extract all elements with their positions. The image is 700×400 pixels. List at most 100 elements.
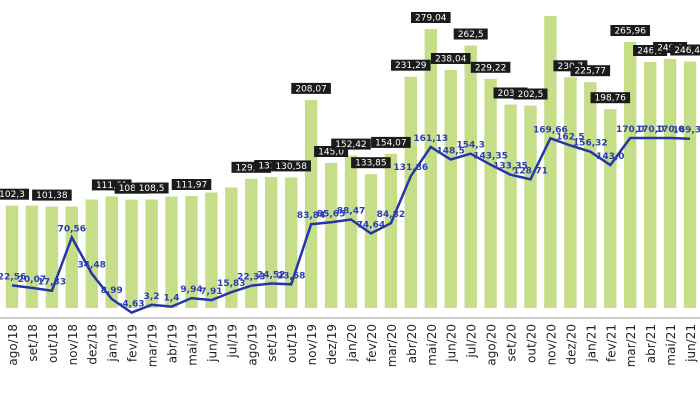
bar-dez/19 (324, 163, 338, 308)
x-tick-ago/18: ago/18 (6, 324, 20, 366)
bar-label-box (610, 25, 650, 36)
line-label-nov/20: 169,66 (533, 125, 568, 135)
line-label-abr/21: 170,0 (636, 125, 664, 135)
x-tick-jul/19: jul/19 (225, 324, 239, 359)
bar-label-jun/20: 238,04 (430, 53, 471, 65)
bar-mar/20 (384, 153, 398, 308)
bar-jan/21 (584, 82, 597, 308)
bar-label-text: 133,85 (355, 159, 387, 169)
bar-label-box (670, 44, 700, 56)
bar-label-box (633, 45, 668, 56)
bar-mai/19 (185, 196, 198, 308)
x-tick-jan/21: jan/21 (584, 324, 598, 363)
bar-mai/20 (424, 29, 437, 308)
bar-label-dez/19: 145,0 (314, 146, 349, 158)
bar-label-text: 202,5 (518, 90, 544, 100)
bar-ago/18 (5, 205, 19, 308)
bar-label-ago/18: 102,3 (0, 188, 29, 200)
bar-label-text: 198,76 (595, 94, 627, 104)
line-label-jun/20: 148,5 (436, 147, 464, 157)
bar-label-text: 246,47 (674, 46, 700, 56)
bar-label-out/20: 202,5 (513, 88, 548, 100)
bar-ago/19 (245, 178, 258, 308)
bar-out/19 (285, 177, 298, 308)
x-tick-dez/19: dez/19 (325, 324, 339, 365)
bar-label-box (314, 146, 349, 157)
line-label-jun/21: 169,31 (673, 126, 700, 136)
line-layer (11, 136, 691, 315)
line-label-mar/19: 3,2 (144, 292, 160, 302)
bar-label-box (271, 160, 311, 172)
line-label-dez/19: 85,65 (317, 209, 345, 219)
x-tick-mai/21: mai/21 (664, 324, 678, 366)
bar-label-box (570, 65, 611, 77)
line-label-mar/21: 170,0 (616, 125, 644, 135)
x-tick-set/19: set/19 (265, 324, 279, 362)
bar-label-text: 152,42 (335, 140, 367, 150)
x-tick-mar/21: mar/21 (624, 324, 638, 367)
line-label-jul/20: 154,3 (456, 141, 484, 151)
bar-label-box (411, 12, 451, 23)
x-tick-abr/19: abr/19 (166, 324, 180, 363)
line-label-out/20: 128,71 (513, 166, 548, 176)
bar-mar/19 (145, 199, 158, 308)
bar-label-text: 231,29 (395, 61, 427, 71)
bar-ago/20 (484, 78, 497, 308)
bar-jul/20 (464, 45, 477, 308)
bar-label-text: 145,0 (318, 148, 344, 158)
x-tick-abr/20: abr/20 (405, 324, 419, 363)
bar-label-set/19: 131,0 (254, 160, 289, 172)
line-label-ago/19: 22,33 (237, 273, 265, 283)
line-label-jan/20: 88,47 (337, 207, 365, 217)
x-tick-jun/21: jun/21 (684, 324, 698, 363)
bar-label-text: 208,07 (295, 84, 327, 94)
bar-label-jan/20: 152,42 (331, 138, 371, 150)
bar-label-text: 108,5 (139, 184, 165, 194)
x-tick-mai/20: mai/20 (425, 324, 439, 366)
line-label-mar/20: 84,82 (377, 210, 405, 220)
bar-jan/20 (344, 155, 358, 308)
bar-jun/19 (205, 192, 218, 308)
bar-label-text: 111,97 (176, 181, 208, 191)
bar-label-dez/20: 230,7 (553, 60, 588, 72)
line-label-out/18: 17,33 (38, 278, 66, 288)
bar-mai/21 (663, 59, 677, 308)
bar-out/18 (45, 206, 59, 308)
x-tick-abr/21: abr/21 (644, 324, 658, 363)
x-tick-jun/20: jun/20 (445, 324, 459, 363)
bar-label-box (430, 53, 471, 64)
x-tick-ago/20: ago/20 (485, 324, 499, 366)
bar-label-ago/20: 229,22 (470, 61, 511, 73)
line-label-mai/20: 161,13 (413, 134, 448, 144)
x-tick-jan/20: jan/20 (345, 324, 359, 363)
line-label-ago/18: 22,56 (0, 272, 26, 282)
bar-label-fev/19: 108,3 (114, 182, 149, 194)
bar-label-text: 238,04 (435, 55, 467, 65)
x-tick-out/18: out/18 (46, 324, 60, 363)
x-tick-set/18: set/18 (26, 324, 40, 362)
bar-label-text: 129,15 (236, 163, 268, 173)
bar-label-box (470, 61, 511, 73)
bar-set/19 (265, 177, 278, 308)
x-tick-dez/20: dez/20 (564, 324, 578, 365)
bar-label-text: 203,5 (498, 89, 524, 99)
bar-nov/19 (304, 99, 318, 309)
bar-label-ago/19: 129,15 (231, 161, 272, 173)
bar-label-mai/20: 279,04 (411, 12, 451, 24)
line-label-set/20: 133,35 (493, 162, 528, 172)
bar-label-text: 279,04 (415, 14, 447, 24)
bar-label-text: 225,77 (575, 67, 607, 77)
line-label-mai/21: 170,0 (656, 125, 684, 135)
bar-label-box (331, 138, 371, 150)
bar-label-abr/20: 231,29 (391, 59, 431, 71)
bar-out/20 (524, 105, 537, 308)
x-tick-fev/20: fev/20 (365, 324, 379, 362)
bar-label-fev/20: 133,85 (351, 157, 391, 169)
line-label-jun/19: 7,91 (200, 287, 222, 297)
bar-label-box (553, 60, 588, 72)
bar-label-jan/21: 225,77 (570, 65, 611, 77)
bar-label-box (351, 157, 391, 169)
